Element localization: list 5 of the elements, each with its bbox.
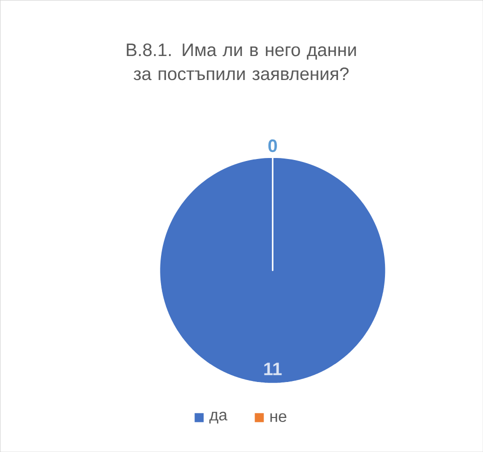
text: 0 [268,139,277,152]
legend-label: не [270,413,286,422]
legend-label: да [209,412,228,424]
data-label: 11 [264,362,282,376]
chart-title: В.8.1. Има ли в него данни за постъпили заявления? [126,44,356,80]
